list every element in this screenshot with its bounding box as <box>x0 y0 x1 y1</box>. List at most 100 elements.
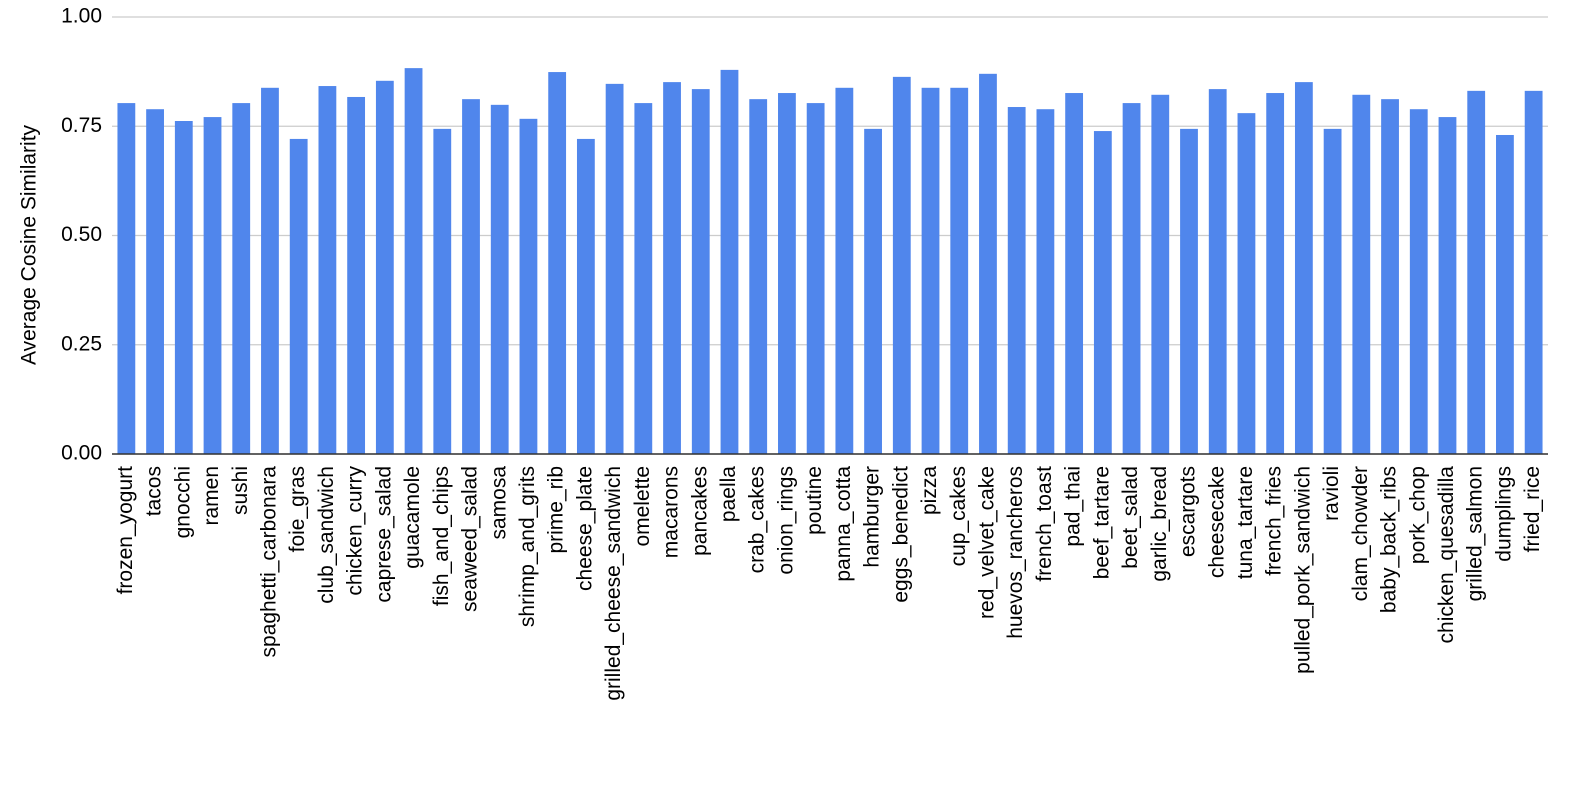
x-tick-label: dumplings <box>1492 466 1515 562</box>
x-tick-label: pancakes <box>688 466 711 556</box>
bar <box>1065 93 1084 455</box>
y-tick-label: 0.00 <box>61 442 102 465</box>
bar <box>203 117 222 454</box>
bar <box>1122 103 1141 455</box>
y-tick-label: 1.00 <box>61 5 102 28</box>
x-tick-label: prime_rib <box>545 466 568 554</box>
x-tick-label: grilled_salmon <box>1464 466 1487 601</box>
bar <box>289 138 308 454</box>
y-tick-label: 0.50 <box>61 223 102 246</box>
bar <box>1208 89 1227 454</box>
x-tick-label: samosa <box>487 466 510 540</box>
x-tick-label: shrimp_and_grits <box>516 466 539 627</box>
bar <box>1381 99 1399 454</box>
bar <box>146 109 164 454</box>
bar <box>1151 94 1170 454</box>
bar <box>261 87 279 454</box>
x-tick-label: eggs_benedict <box>889 466 912 603</box>
x-tick-label: sushi <box>229 466 252 515</box>
x-tick-label: foie_gras <box>286 466 309 552</box>
x-tick-label: seaweed_salad <box>459 466 482 612</box>
x-tick-label: poutine <box>803 466 826 535</box>
x-tick-label: paella <box>717 466 740 522</box>
bar <box>1036 109 1055 454</box>
bar <box>1524 90 1543 454</box>
x-tick-label: pad_thai <box>1062 466 1085 547</box>
bar <box>979 73 997 454</box>
bar <box>232 103 251 455</box>
bar <box>778 93 796 455</box>
y-tick-label: 0.75 <box>61 114 102 137</box>
bar <box>1093 131 1112 454</box>
x-tick-label: chicken_curry <box>344 466 367 596</box>
x-tick-label: fried_rice <box>1521 466 1544 552</box>
bar <box>548 72 567 454</box>
x-tick-label: pulled_pork_sandwich <box>1291 466 1314 674</box>
bar <box>605 83 624 455</box>
x-tick-label: ramen <box>200 466 223 526</box>
bar <box>375 80 394 454</box>
x-tick-label: onion_rings <box>774 466 797 575</box>
x-tick-label: ravioli <box>1320 466 1343 521</box>
bar <box>404 68 423 454</box>
bar <box>1496 134 1514 455</box>
bar <box>1266 93 1285 455</box>
x-tick-label: cup_cakes <box>947 466 970 566</box>
bar <box>1294 82 1313 454</box>
x-tick-label: pizza <box>918 466 941 515</box>
bar <box>1323 128 1342 454</box>
bar <box>174 121 193 455</box>
bar <box>462 99 480 454</box>
x-tick-label: french_toast <box>1033 466 1056 582</box>
x-tick-label: chicken_quesadilla <box>1435 466 1458 644</box>
x-tick-label: gnocchi <box>171 466 194 538</box>
bar <box>576 138 595 454</box>
x-tick-label: guacamole <box>401 466 424 569</box>
x-tick-label: huevos_rancheros <box>1004 466 1027 639</box>
bar <box>864 128 882 454</box>
x-tick-label: cheesecake <box>1205 466 1228 578</box>
x-tick-label: clam_chowder <box>1349 466 1372 601</box>
x-tick-label: french_fries <box>1263 466 1286 576</box>
bar <box>950 87 969 454</box>
x-tick-label: tuna_tartare <box>1234 466 1257 579</box>
bar <box>519 118 538 455</box>
x-tick-label: garlic_bread <box>1148 466 1171 582</box>
bar <box>318 86 337 455</box>
x-tick-label: caprese_salad <box>372 466 395 603</box>
x-tick-label: omelette <box>631 466 654 547</box>
x-tick-label: spaghetti_carbonara <box>258 466 281 658</box>
bar <box>921 87 940 454</box>
bar <box>806 103 825 455</box>
bar <box>691 89 710 454</box>
bar <box>835 87 854 454</box>
y-axis-label: Average Cosine Similarity <box>18 124 41 365</box>
x-tick-label: red_velvet_cake <box>976 466 999 619</box>
x-tick-label: hamburger <box>861 466 884 568</box>
x-tick-label: escargots <box>1177 466 1200 557</box>
x-tick-label: beet_salad <box>1119 466 1142 569</box>
bar <box>1180 128 1198 454</box>
x-tick-label: grilled_cheese_sandwich <box>602 466 625 701</box>
bar <box>433 128 452 454</box>
x-tick-label: frozen_yogurt <box>114 466 137 595</box>
bar <box>720 69 739 454</box>
bar <box>347 96 366 454</box>
bar <box>1352 94 1371 454</box>
bar <box>1467 90 1486 454</box>
x-tick-label: macarons <box>660 466 683 558</box>
x-tick-label: tacos <box>143 466 166 516</box>
bar <box>663 82 681 454</box>
bar <box>490 104 509 454</box>
x-tick-label: pork_chop <box>1406 466 1429 564</box>
bar <box>1237 113 1256 454</box>
bar <box>1438 117 1457 454</box>
x-tick-label: crab_cakes <box>746 466 769 573</box>
y-tick-label: 0.25 <box>61 332 102 355</box>
bar <box>634 103 653 455</box>
bar <box>892 76 911 454</box>
x-tick-label: club_sandwich <box>315 466 338 604</box>
x-tick-label: beef_tartare <box>1090 466 1113 579</box>
